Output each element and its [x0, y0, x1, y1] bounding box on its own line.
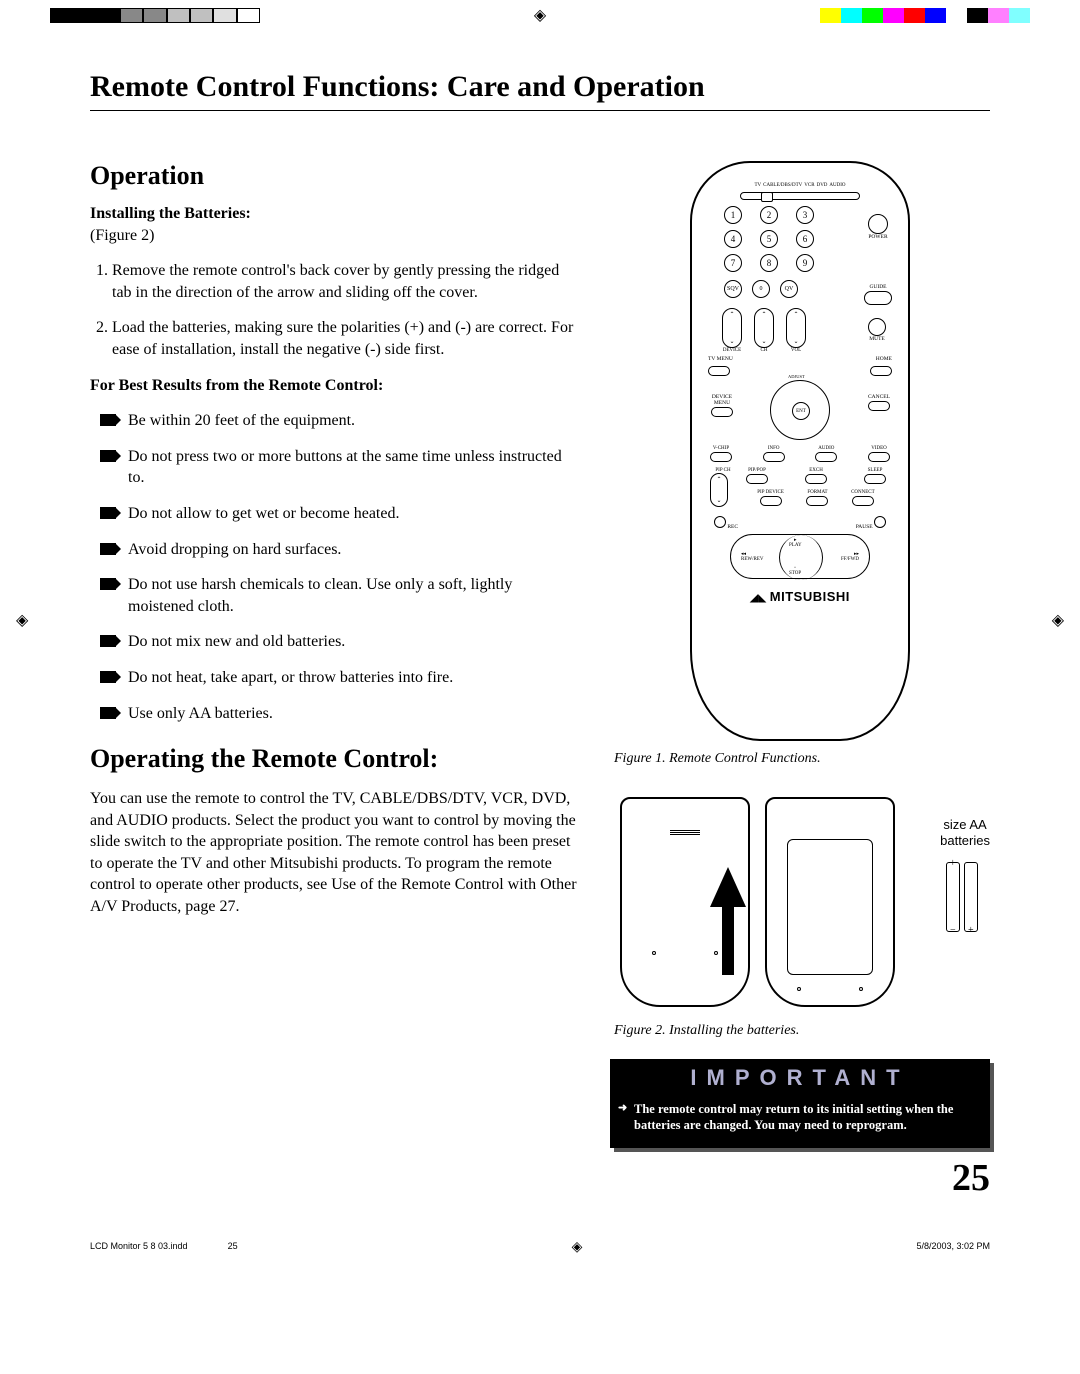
tip-item: Use only AA batteries.: [90, 703, 580, 725]
arrow-bullet-icon: [100, 450, 116, 462]
arrow-bullet-icon: [100, 635, 116, 647]
important-body: The remote control may return to its ini…: [610, 1095, 990, 1148]
registration-mark-icon: ◈: [572, 1238, 583, 1255]
mode-slider: [740, 192, 860, 200]
pip-ch-rocker: ⌃⌄: [710, 473, 728, 507]
tip-item: Be within 20 feet of the equipment.: [90, 410, 580, 432]
tip-item: Do not press two or more buttons at the …: [90, 446, 580, 489]
installation-steps: Remove the remote control's back cover b…: [90, 260, 580, 360]
page-number: 25: [610, 1156, 990, 1200]
rec-button-icon: [714, 516, 726, 528]
slider-label: VCR: [804, 183, 814, 188]
numpad-button: 9: [796, 254, 814, 272]
func-button: EXCH: [805, 468, 827, 484]
func-button: INFO: [763, 446, 785, 462]
func-button: PIP DEVICE: [757, 490, 784, 506]
slider-label: CABLE/DBS/DTV: [763, 183, 802, 188]
slider-label: TV: [754, 183, 761, 188]
operating-body-text: You can use the remote to control the TV…: [90, 788, 580, 918]
mute-button: MUTE: [868, 318, 886, 342]
pause-button-icon: [874, 516, 886, 528]
figure-2-caption: Figure 2. Installing the batteries.: [614, 1023, 990, 1039]
subhead-best-results: For Best Results from the Remote Control…: [90, 375, 580, 397]
registration-mark-icon: ◈: [534, 5, 546, 25]
section-heading-operating: Operating the Remote Control:: [90, 744, 580, 774]
arrow-bullet-icon: [100, 507, 116, 519]
rocker-button: ⌃⌄: [754, 308, 774, 348]
device-menu-label: DEVICE MENU: [706, 394, 738, 418]
subhead-install-batteries: Installing the Batteries:: [90, 205, 251, 222]
func-button: VIDEO: [868, 446, 890, 462]
func-button: V-CHIP: [710, 446, 732, 462]
page-title: Remote Control Functions: Care and Opera…: [90, 70, 990, 111]
important-callout: IMPORTANT The remote control may return …: [610, 1059, 990, 1148]
page-footer: LCD Monitor 5 8 03.indd 25 ◈ 5/8/2003, 3…: [0, 1230, 1080, 1275]
slider-label: DVD: [817, 183, 828, 188]
numpad-button: 4: [724, 230, 742, 248]
home-label: HOME: [876, 356, 892, 362]
numpad-button: 2: [760, 206, 778, 224]
numpad-button: 7: [724, 254, 742, 272]
step-item: Load the batteries, making sure the pola…: [112, 317, 580, 360]
tip-item: Do not allow to get wet or become heated…: [90, 503, 580, 525]
enter-button: ENT: [792, 402, 810, 420]
tips-list: Be within 20 feet of the equipment. Do no…: [90, 410, 580, 724]
tip-item: Do not mix new and old batteries.: [90, 631, 580, 653]
arrow-bullet-icon: [100, 414, 116, 426]
guide-button: GUIDE: [864, 284, 892, 307]
func-button: SQV: [724, 280, 742, 298]
numpad-button: 3: [796, 206, 814, 224]
battery-install-figure: size AA batteries +− −+: [610, 797, 990, 1017]
figure-ref: (Figure 2): [90, 227, 154, 244]
arrow-bullet-icon: [100, 543, 116, 555]
func-button: QV: [780, 280, 798, 298]
numpad-button: 5: [760, 230, 778, 248]
tip-item: Do not use harsh chemicals to clean. Use…: [90, 574, 580, 617]
func-button: CONNECT: [851, 490, 875, 506]
rocker-button: ⌃⌄: [722, 308, 742, 348]
print-registration-bar: ◈: [0, 0, 1080, 30]
numpad-button: 6: [796, 230, 814, 248]
numpad-button: 1: [724, 206, 742, 224]
func-button: FORMAT: [806, 490, 828, 506]
arrow-bullet-icon: [100, 707, 116, 719]
func-button: 0: [752, 280, 770, 298]
battery-size-label: size AA: [943, 817, 986, 832]
remote-control-figure: TVCABLE/DBS/DTVVCRDVDAUDIO 123456789 POW…: [690, 161, 910, 741]
func-button: AUDIO: [815, 446, 837, 462]
battery-type-label: batteries: [940, 833, 990, 848]
tip-item: Avoid dropping on hard surfaces.: [90, 539, 580, 561]
power-button: POWER: [868, 214, 888, 240]
numpad-button: 8: [760, 254, 778, 272]
registration-mark-icon: ◈: [1052, 610, 1064, 630]
func-button: PIP/POP: [746, 468, 768, 484]
registration-mark-icon: ◈: [16, 610, 28, 630]
important-title: IMPORTANT: [610, 1059, 990, 1095]
transport-controls: ◂◂REW/REV ▸PLAY ▫STOP ▸▸FF/FWD: [730, 534, 870, 579]
func-button: SLEEP: [864, 468, 886, 484]
step-item: Remove the remote control's back cover b…: [112, 260, 580, 303]
rocker-button: ⌃⌄: [786, 308, 806, 348]
cancel-label: CANCEL: [864, 394, 894, 412]
arrow-bullet-icon: [100, 671, 116, 683]
arrow-bullet-icon: [100, 578, 116, 590]
arrow-up-icon: [710, 867, 746, 907]
battery-cells-icon: +− −+: [946, 862, 978, 932]
figure-1-caption: Figure 1. Remote Control Functions.: [614, 751, 990, 767]
tv-menu-label: TV MENU: [708, 356, 733, 362]
dpad: ENT ADJUST: [770, 380, 830, 440]
section-heading-operation: Operation: [90, 161, 580, 191]
slider-label: AUDIO: [829, 183, 845, 188]
tip-item: Do not heat, take apart, or throw batter…: [90, 667, 580, 689]
brand-logo: MITSUBISHI: [706, 589, 894, 604]
